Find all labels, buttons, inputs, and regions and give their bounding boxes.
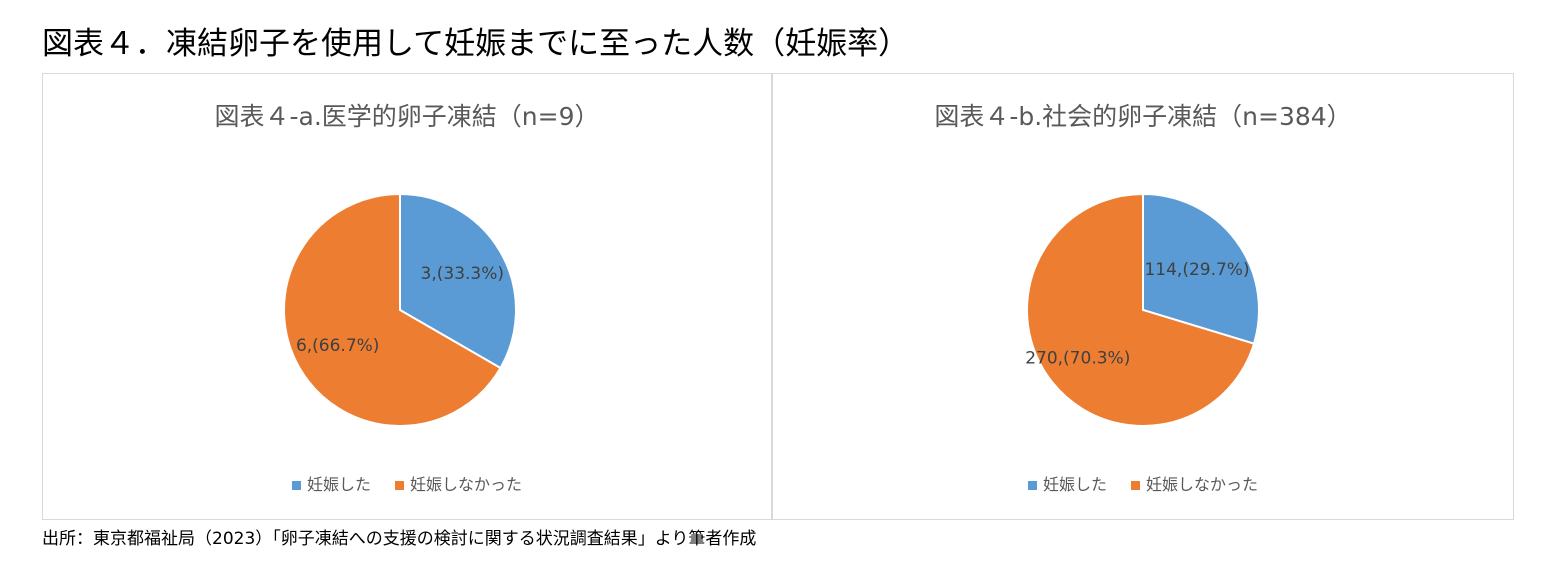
legend-item-pregnant: 妊娠した <box>1027 474 1107 496</box>
legend-label-not-pregnant: 妊娠しなかった <box>1146 475 1259 494</box>
data-label-pregnant: 3,(33.3%) <box>421 264 505 284</box>
legend-label-not-pregnant: 妊娠しなかった <box>410 475 523 494</box>
data-label-pregnant: 114,(29.7%) <box>1144 260 1249 280</box>
legend-medical: 妊娠した 妊娠しなかった <box>43 474 771 496</box>
data-label-not-pregnant: 6,(66.7%) <box>296 336 380 356</box>
legend-item-not-pregnant: 妊娠しなかった <box>395 474 522 496</box>
data-label-not-pregnant: 270,(70.3%) <box>1025 348 1130 368</box>
pie-slice-pregnant <box>1142 192 1260 345</box>
legend-swatch-pregnant <box>291 480 301 490</box>
legend-social: 妊娠した 妊娠しなかった <box>773 474 1513 496</box>
legend-swatch-not-pregnant <box>1131 480 1140 490</box>
chart-panel-medical: 図表４-a.医学的卵子凍結（n=9） 3,(33.3%) 6,(66.7%) 妊娠… <box>43 74 773 519</box>
chart-panel-social: 図表４-b.社会的卵子凍結（n=384） 114,(29.7%) 270,(70.… <box>773 74 1513 519</box>
legend-label-pregnant: 妊娠した <box>1042 475 1107 494</box>
chart-title-medical: 図表４-a.医学的卵子凍結（n=9） <box>214 102 600 131</box>
pie-slice-not-pregnant <box>1026 192 1256 427</box>
pie-chart-social: 114,(29.7%) 270,(70.3%) <box>1025 192 1260 427</box>
legend-label-pregnant: 妊娠した <box>306 475 371 494</box>
pie-slice-pregnant <box>399 192 517 370</box>
legend-swatch-pregnant <box>1027 480 1037 490</box>
legend-swatch-not-pregnant <box>395 480 404 490</box>
legend-item-not-pregnant: 妊娠しなかった <box>1131 474 1258 496</box>
pie-chart-medical: 3,(33.3%) 6,(66.7%) <box>283 192 517 427</box>
page-title: 図表４．凍結卵子を使用して妊娠までに至った人数（妊娠率） <box>42 26 910 62</box>
charts-frame: 図表４-a.医学的卵子凍結（n=9） 3,(33.3%) 6,(66.7%) 妊娠… <box>42 73 1514 520</box>
pie-slice-not-pregnant <box>283 192 502 427</box>
chart-title-social: 図表４-b.社会的卵子凍結（n=384） <box>934 102 1352 131</box>
source-note: 出所：東京都福祉局（2023）「卵子凍結への支援の検討に関する状況調査結果」より… <box>42 529 757 549</box>
legend-item-pregnant: 妊娠した <box>291 474 371 496</box>
